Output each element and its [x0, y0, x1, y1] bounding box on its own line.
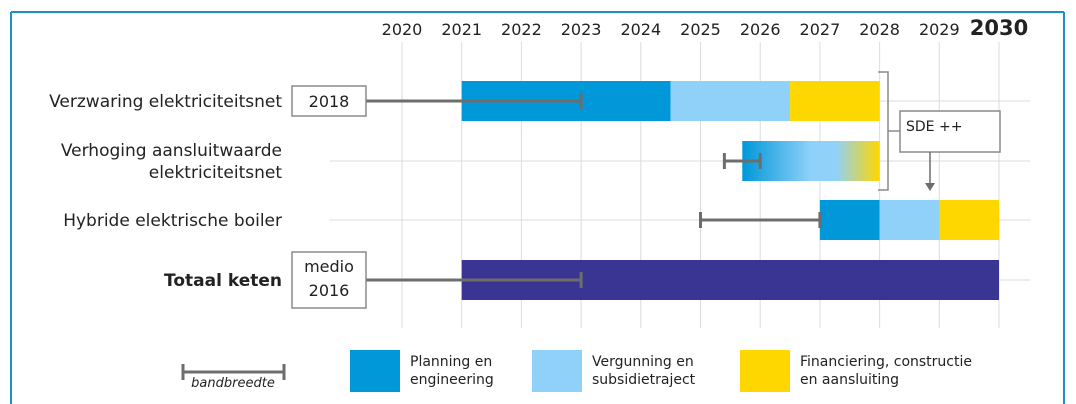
bar-segment-vergunning — [879, 200, 940, 240]
x-tick-label: 2024 — [620, 20, 661, 39]
x-tick-label: 2028 — [859, 20, 900, 39]
legend-item-label: en aansluiting — [800, 372, 899, 388]
legend-swatch-vergunning — [532, 350, 582, 392]
legend-item-label: Financiering, constructie — [800, 354, 972, 370]
x-tick-label: 2026 — [740, 20, 781, 39]
row-label: Totaal keten — [164, 271, 282, 291]
bar-segment-planning — [819, 200, 880, 240]
sde-label: SDE ++ — [906, 119, 962, 135]
start-year-label: medio — [304, 257, 354, 276]
legend-item-label: Vergunning en — [592, 354, 694, 370]
row-label: Verhoging aansluitwaarde — [61, 141, 282, 161]
bar-segment-financiering — [939, 200, 999, 240]
legend-range-label: bandbreedte — [191, 376, 275, 391]
row-label: Verzwaring elektriciteitsnet — [49, 92, 282, 112]
x-tick-label: 2025 — [680, 20, 721, 39]
x-tick-label: 2021 — [441, 20, 482, 39]
bar-gradient — [742, 141, 880, 181]
legend-item-label: Planning en — [410, 354, 492, 370]
start-year-label: 2016 — [309, 281, 350, 300]
legend-item-label: subsidietraject — [592, 372, 696, 388]
legend-swatch-financiering — [740, 350, 790, 392]
start-year-box — [291, 251, 367, 309]
x-tick-label: 2027 — [800, 20, 841, 39]
legend-item-label: engineering — [410, 372, 494, 388]
bar-segment-vergunning — [670, 81, 791, 121]
x-tick-label: 2030 — [970, 16, 1028, 40]
legend-swatch-planning — [350, 350, 400, 392]
x-tick-label: 2022 — [501, 20, 542, 39]
start-year-label: 2018 — [309, 92, 350, 111]
x-tick-label: 2029 — [919, 20, 960, 39]
x-tick-label: 2023 — [561, 20, 602, 39]
sde-box — [899, 110, 1001, 153]
sde-arrow-head — [925, 183, 935, 191]
bar-segment-financiering — [790, 81, 880, 121]
start-year-box — [291, 85, 367, 117]
row-label: Hybride elektrische boiler — [63, 211, 282, 231]
row-label: elektriciteitsnet — [149, 163, 283, 183]
x-tick-label: 2020 — [382, 20, 423, 39]
